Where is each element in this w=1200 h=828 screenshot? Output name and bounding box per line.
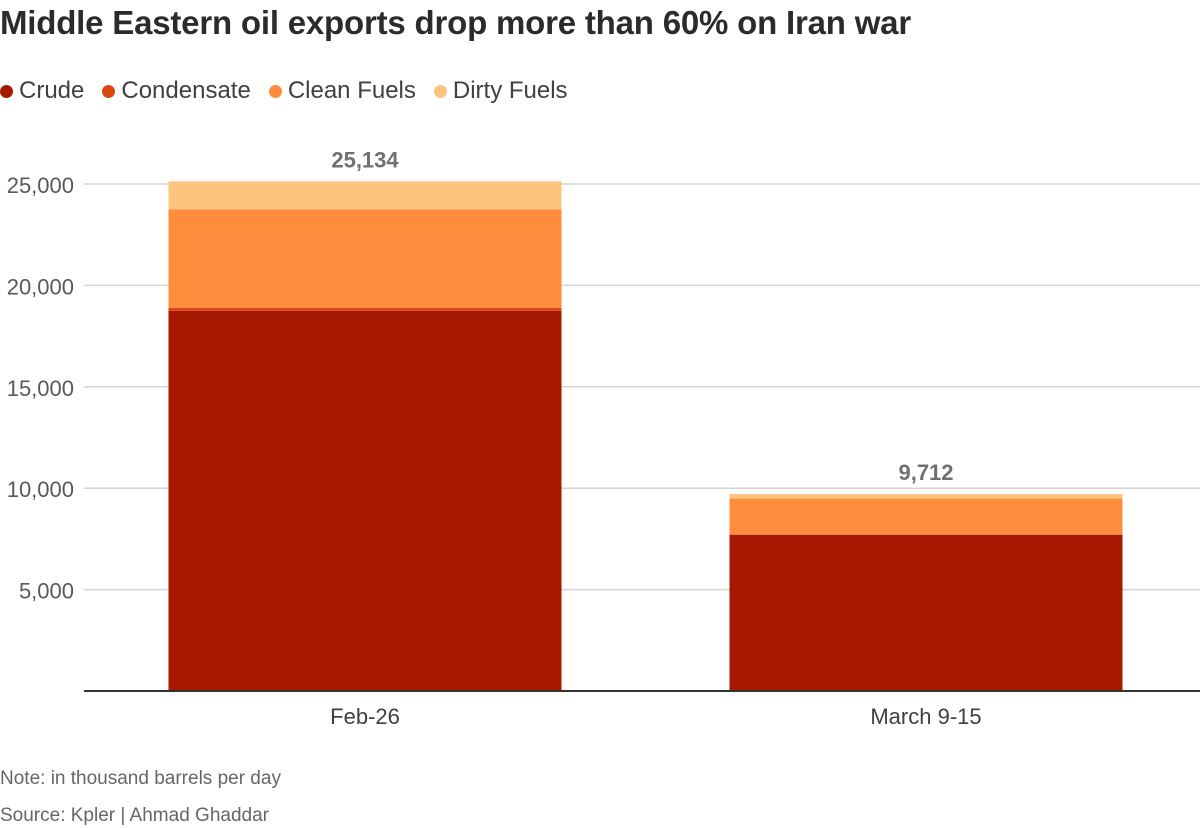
bar-dirty-fuels-1 — [168, 181, 562, 210]
y-tick-label-5000: 5,000 — [19, 579, 74, 604]
chart-note: Note: in thousand barrels per day — [0, 768, 281, 789]
legend: Crude Condensate Clean Fuels Dirty Fuels — [0, 77, 586, 105]
legend-swatch-condensate — [102, 84, 116, 98]
legend-swatch-dirty-fuels — [433, 84, 447, 98]
legend-label-condensate: Condensate — [121, 77, 251, 104]
chart-title: Middle Eastern oil exports drop more tha… — [0, 4, 911, 41]
y-tick-label-20000: 20,000 — [7, 274, 74, 299]
y-tick-label-15000: 15,000 — [7, 376, 74, 401]
bar-crude-2 — [729, 534, 1123, 691]
legend-item-clean-fuels: Clean Fuels — [268, 77, 416, 105]
y-tick-label-25000: 25,000 — [7, 173, 74, 198]
legend-item-dirty-fuels: Dirty Fuels — [433, 77, 568, 105]
chart-source: Source: Kpler | Ahmad Ghaddar — [0, 805, 269, 826]
legend-swatch-crude — [0, 84, 13, 98]
bar-condensate-1 — [168, 307, 562, 311]
legend-label-clean-fuels: Clean Fuels — [287, 77, 416, 104]
bar-condensate-2 — [729, 534, 1123, 535]
legend-item-condensate: Condensate — [102, 77, 251, 105]
bar-dirty-fuels-2 — [729, 494, 1123, 499]
bar-crude-1 — [168, 310, 562, 691]
total-label-1: 25,134 — [331, 147, 399, 172]
x-tick-label-1: Feb-26 — [330, 704, 400, 729]
bar-clean-fuels-2 — [729, 498, 1123, 535]
stacked-bar-chart: 5,000 10,000 15,000 20,000 25,000 25,134 Feb-2… — [7, 147, 1200, 729]
y-tick-label-10000: 10,000 — [7, 477, 74, 502]
total-label-2: 9,712 — [898, 460, 953, 485]
legend-label-dirty-fuels: Dirty Fuels — [452, 77, 568, 104]
bar-clean-fuels-1 — [168, 209, 562, 308]
legend-item-crude: Crude — [0, 77, 84, 105]
x-tick-label-2: March 9-15 — [870, 704, 981, 729]
legend-swatch-clean-fuels — [268, 84, 282, 98]
legend-label-crude: Crude — [19, 77, 85, 104]
